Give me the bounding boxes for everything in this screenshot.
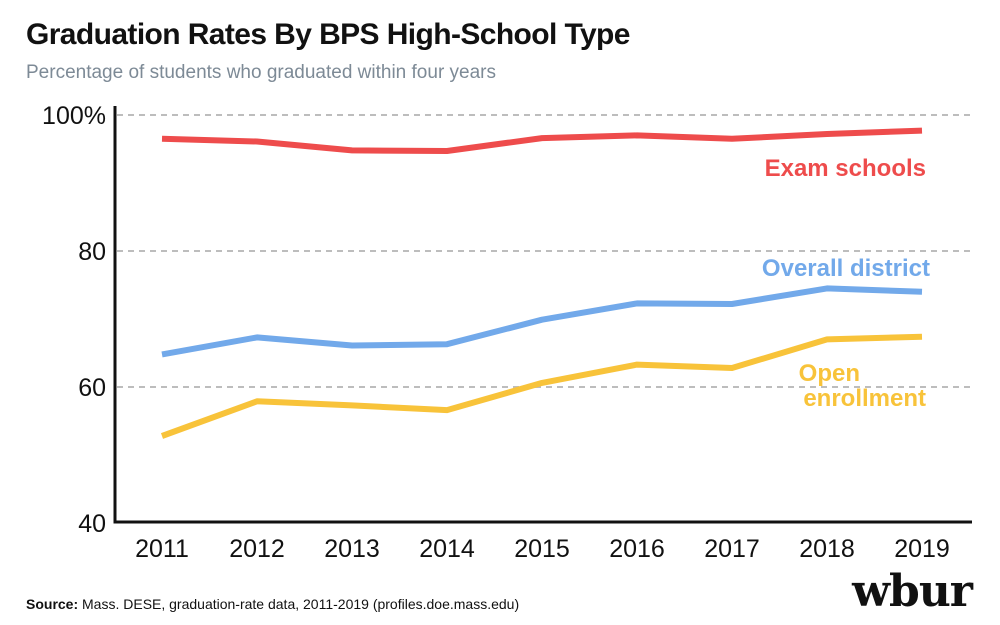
x-tick-label: 2017 (704, 535, 760, 563)
source-text: Mass. DESE, graduation-rate data, 2011-2… (78, 596, 520, 612)
y-tick-labels: 40 60 80 100% (42, 102, 106, 538)
series-label-exam-schools: Exam schools (765, 155, 926, 182)
y-tick-label: 80 (78, 238, 106, 266)
axes (113, 106, 972, 524)
series-line-exam-schools (161, 127, 923, 154)
x-tick-label: 2013 (324, 535, 380, 563)
series-label-line: Open (799, 360, 860, 387)
x-tick-labels: 2011 2012 2013 2014 2015 2016 2017 2018 2019 (135, 535, 950, 563)
x-tick-label: 2011 (135, 535, 189, 563)
series-label-open-enrollment: Open enrollment (799, 360, 926, 412)
y-tick-label: 60 (78, 374, 106, 402)
y-tick-label: 100% (42, 102, 106, 130)
x-tick-label: 2015 (514, 535, 570, 563)
chart-title: Graduation Rates By BPS High-School Type (26, 18, 630, 51)
series-line-overall-district (161, 285, 923, 358)
chart-subtitle: Percentage of students who graduated wit… (26, 62, 497, 83)
x-tick-label: 2014 (419, 535, 475, 563)
x-tick-label: 2019 (894, 535, 950, 563)
series-lines (160, 127, 923, 439)
series-label-overall-district: Overall district (762, 255, 930, 282)
source-label: Source: (26, 596, 79, 612)
series-labels: Exam schools Overall district Open enrollme… (762, 155, 930, 412)
source-note: Source: Mass. DESE, graduation-rate data… (26, 596, 519, 612)
x-tick-label: 2018 (799, 535, 855, 563)
series-line-open-enrollment (160, 333, 923, 439)
x-tick-label: 2016 (609, 535, 665, 563)
x-tick-label: 2012 (229, 535, 285, 563)
wbur-logo: wbur (852, 566, 973, 617)
y-tick-label: 40 (78, 510, 106, 538)
series-label-line: enrollment (803, 385, 926, 412)
